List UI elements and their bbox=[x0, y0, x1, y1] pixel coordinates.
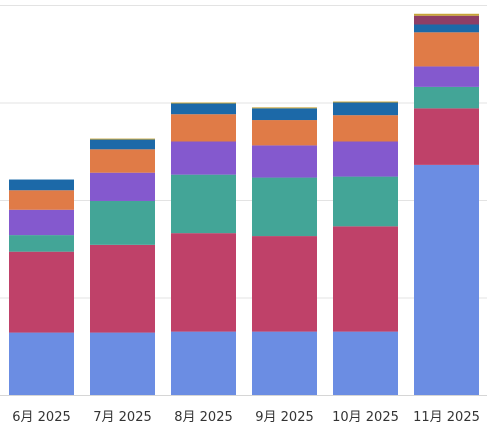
bar-segment-5-0[interactable] bbox=[414, 164, 479, 395]
bar-segment-3-0[interactable] bbox=[252, 331, 317, 395]
x-tick-label: 6月 2025 bbox=[12, 410, 71, 425]
bar-segment-4-3[interactable] bbox=[333, 141, 398, 177]
bar-segment-3-5[interactable] bbox=[252, 108, 317, 121]
bar-segment-2-2[interactable] bbox=[171, 174, 236, 234]
bar-segment-0-1[interactable] bbox=[9, 251, 74, 333]
bar-segment-1-1[interactable] bbox=[90, 244, 155, 333]
x-axis: 6月 2025 7月 2025 8月 2025 9月 2025 10月 2025 11月 … bbox=[0, 395, 487, 425]
bar-segment-1-7[interactable] bbox=[90, 138, 155, 140]
x-tick-label: 10月 2025 bbox=[332, 410, 399, 425]
bar-segment-5-7[interactable] bbox=[414, 13, 479, 16]
bar-segment-3-7[interactable] bbox=[252, 107, 317, 109]
bar-segment-3-3[interactable] bbox=[252, 145, 317, 178]
bar-segment-0-0[interactable] bbox=[9, 332, 74, 395]
bar-segment-5-3[interactable] bbox=[414, 66, 479, 87]
bar-segment-0-3[interactable] bbox=[9, 209, 74, 236]
bar-segment-0-4[interactable] bbox=[9, 190, 74, 210]
bar-segment-5-5[interactable] bbox=[414, 24, 479, 33]
bar-segment-2-5[interactable] bbox=[171, 103, 236, 115]
bar-segment-4-7[interactable] bbox=[333, 101, 398, 103]
bar-segment-2-7[interactable] bbox=[171, 102, 236, 104]
gridlines bbox=[0, 5, 487, 299]
bar-segment-3-2[interactable] bbox=[252, 177, 317, 237]
bars bbox=[9, 13, 479, 395]
bar-segment-1-0[interactable] bbox=[90, 332, 155, 395]
bar-segment-2-1[interactable] bbox=[171, 233, 236, 332]
bar-segment-2-3[interactable] bbox=[171, 141, 236, 175]
bar-segment-0-5[interactable] bbox=[9, 179, 74, 191]
bar-segment-4-1[interactable] bbox=[333, 226, 398, 332]
bar-segment-1-4[interactable] bbox=[90, 149, 155, 173]
x-tick-label: 11月 2025 bbox=[413, 410, 480, 425]
bar-segment-4-4[interactable] bbox=[333, 115, 398, 142]
bar-segment-1-3[interactable] bbox=[90, 172, 155, 201]
bar-segment-5-1[interactable] bbox=[414, 108, 479, 165]
x-tick-label: 9月 2025 bbox=[255, 410, 314, 425]
bar-segment-3-4[interactable] bbox=[252, 120, 317, 146]
x-tick-label: 7月 2025 bbox=[93, 410, 152, 425]
bar-segment-2-4[interactable] bbox=[171, 114, 236, 142]
x-tick-label: 8月 2025 bbox=[174, 410, 233, 425]
bar-segment-0-2[interactable] bbox=[9, 235, 74, 252]
bar-segment-1-5[interactable] bbox=[90, 139, 155, 150]
bar-segment-4-0[interactable] bbox=[333, 331, 398, 395]
bar-segment-5-6[interactable] bbox=[414, 15, 479, 25]
bar-segment-5-2[interactable] bbox=[414, 86, 479, 109]
bar-segment-4-5[interactable] bbox=[333, 102, 398, 116]
bar-segment-4-2[interactable] bbox=[333, 176, 398, 227]
bar-segment-1-2[interactable] bbox=[90, 200, 155, 245]
bar-segment-2-0[interactable] bbox=[171, 331, 236, 395]
bar-segment-5-4[interactable] bbox=[414, 32, 479, 67]
bar-segment-3-1[interactable] bbox=[252, 236, 317, 332]
